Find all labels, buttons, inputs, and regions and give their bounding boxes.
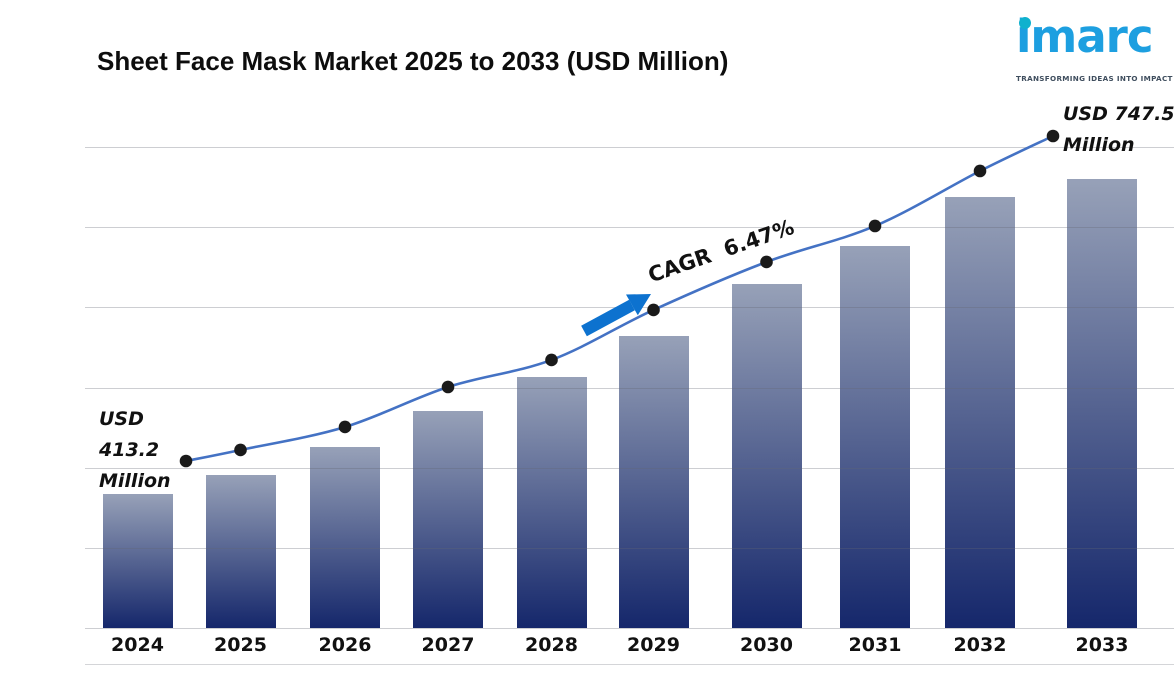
imarc-logo-text: imarc — [1016, 12, 1173, 62]
imarc-logo: imarc TRANSFORMING IDEAS INTO IMPACT — [1016, 12, 1173, 84]
data-point-marker-2026 — [338, 420, 352, 434]
bar-2029 — [618, 335, 689, 628]
bar-2031 — [840, 245, 910, 628]
imarc-logo-tagline: TRANSFORMING IDEAS INTO IMPACT — [1016, 74, 1173, 83]
bar-2025 — [205, 474, 276, 628]
x-axis-label-2029: 2029 — [627, 634, 680, 656]
chart-title: Sheet Face Mask Market 2025 to 2033 (USD… — [97, 46, 729, 76]
bar-2033 — [1067, 178, 1137, 628]
gridline — [85, 628, 1174, 629]
data-point-marker-2028 — [545, 353, 558, 367]
data-point-marker-2031 — [868, 219, 882, 233]
bar-2027 — [413, 410, 483, 628]
imarc-logo-wordmark: imarc — [1016, 10, 1154, 63]
data-point-marker-2029 — [647, 303, 660, 317]
cagr-arrow-head — [626, 294, 651, 316]
x-axis-label-2025: 2025 — [214, 634, 267, 656]
bar-2026 — [310, 446, 380, 628]
gridline — [85, 227, 1174, 229]
gridline — [85, 387, 1174, 389]
x-axis-label-2030: 2030 — [740, 634, 793, 656]
bar-2032 — [945, 196, 1015, 628]
gridline — [85, 147, 1174, 148]
start-value-annotation: USD 413.2 Million — [99, 408, 171, 492]
x-axis-label-2024: 2024 — [111, 634, 164, 656]
gridline — [85, 467, 1174, 469]
data-point-marker-2033 — [1046, 129, 1060, 143]
x-axis-label-2028: 2028 — [525, 634, 578, 656]
gridline — [85, 547, 1174, 549]
axis-bottom-border — [85, 664, 1174, 665]
data-point-marker-2030 — [760, 255, 773, 269]
x-axis-label-2032: 2032 — [953, 634, 1007, 656]
cagr-arrow-shaft — [581, 299, 635, 337]
bar-2028 — [516, 376, 587, 628]
x-axis-label-2026: 2026 — [318, 634, 372, 656]
x-axis-label-2027: 2027 — [421, 634, 475, 656]
data-point-marker-2032 — [973, 164, 987, 178]
x-axis-label-2031: 2031 — [848, 634, 902, 656]
x-axis-label-2033: 2033 — [1075, 634, 1129, 656]
data-point-marker-2025 — [234, 443, 247, 457]
data-point-marker-2024 — [179, 454, 193, 468]
end-value-annotation: USD 747.5 Million — [1063, 103, 1174, 156]
data-point-marker-2027 — [441, 380, 455, 394]
trend-line — [185, 134, 1054, 463]
imarc-logo-i-dot — [1019, 17, 1031, 29]
bar-2030 — [731, 283, 802, 628]
bar-2024 — [102, 494, 173, 628]
